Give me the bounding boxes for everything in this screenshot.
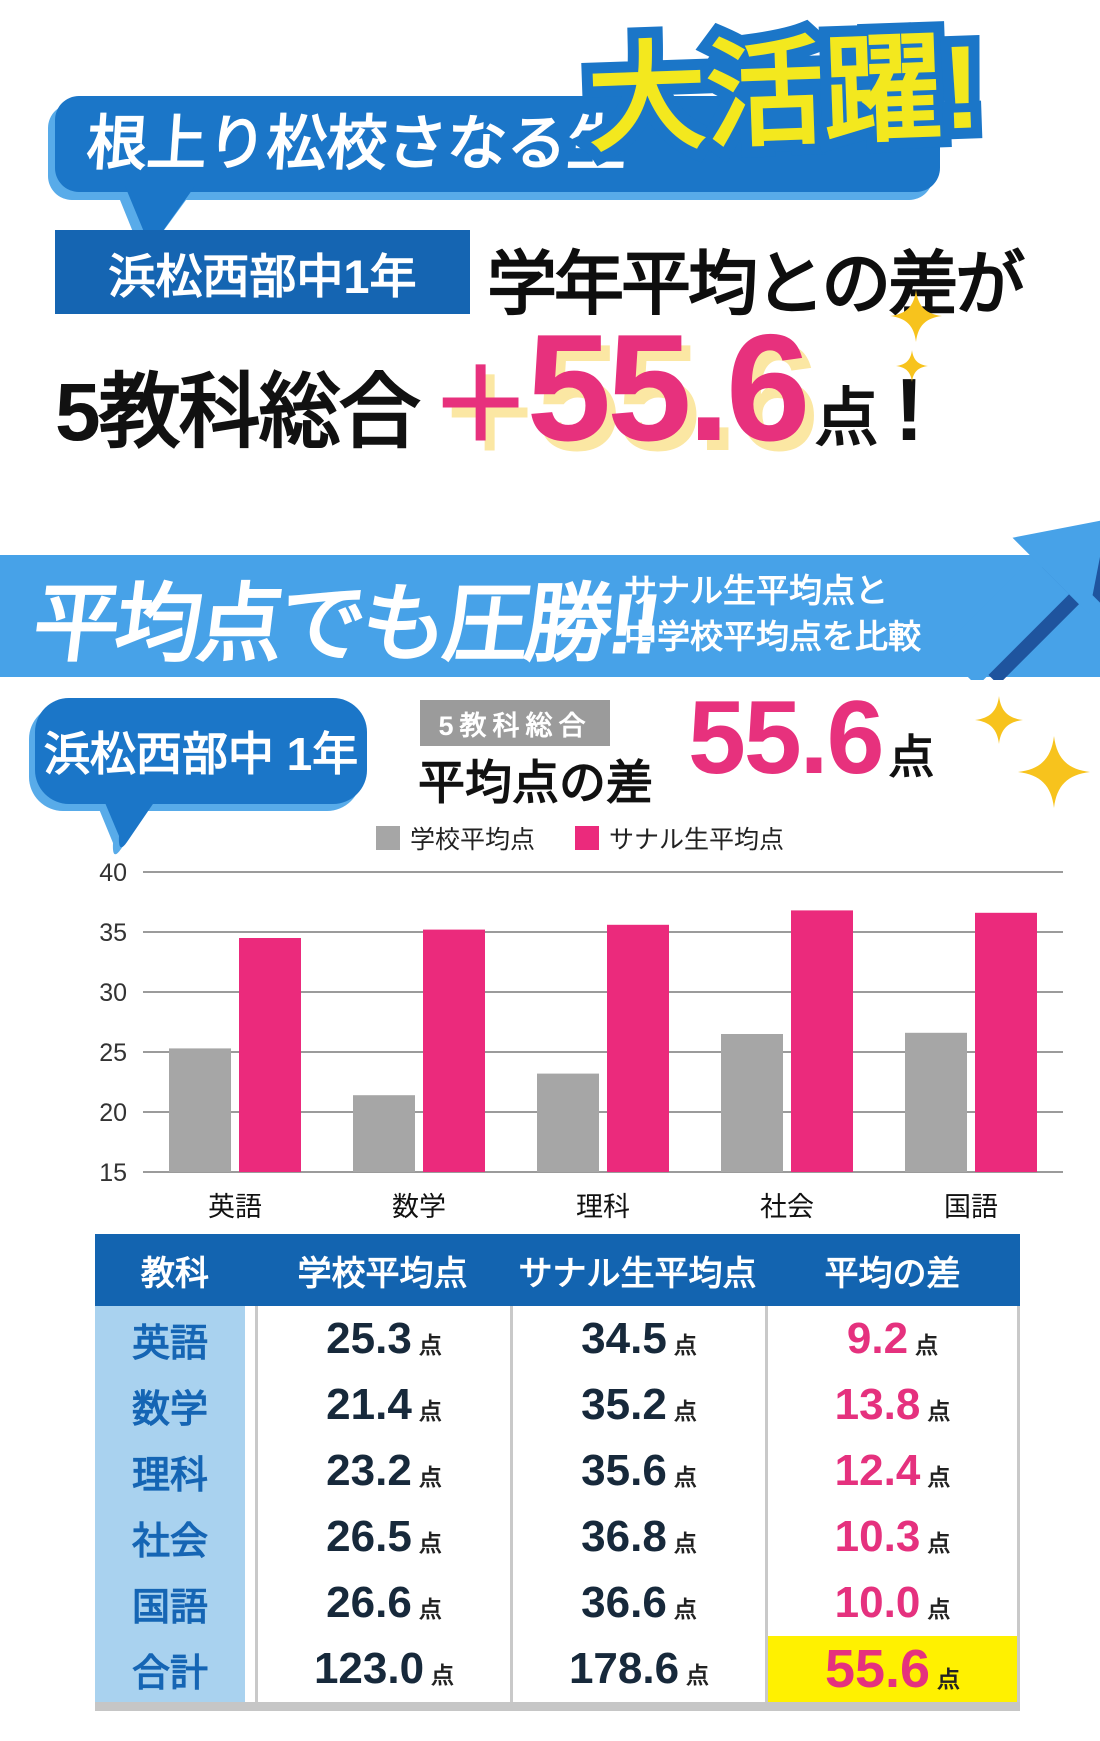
sparkle-icon [896,350,928,382]
table-cell-sanaru: 36.8 点 [510,1504,765,1570]
legend-label: 学校平均点 [409,826,535,854]
table-cell-diff: 12.4 点 [765,1438,1020,1504]
table-cell-diff: 55.6 点 [765,1636,1020,1702]
banner-subtitle-line2: 中学校平均点を比較 [624,618,921,655]
svg-text:英語: 英語 [208,1192,262,1222]
hero-highlight-fill: 大活躍! [585,21,984,167]
table-cell-subject: 国語 [95,1570,245,1636]
svg-text:数学: 数学 [392,1192,446,1222]
legend-item: サナル生平均点 [575,820,784,856]
table-cell-sanaru: 34.5 点 [510,1306,765,1372]
table-cell-school: 26.5 点 [255,1504,510,1570]
table-cell-sanaru: 36.6 点 [510,1570,765,1636]
svg-text:理科: 理科 [576,1192,630,1222]
svg-text:25: 25 [99,1039,127,1067]
sparkle-icon [975,696,1023,744]
hero-school-tag: 浜松西部中1年 [55,230,470,314]
table-cell-subject: 合計 [95,1636,245,1702]
table-header-subject: 教科 [141,1254,209,1293]
hero-headline: 学年平均との差が [487,245,1025,323]
table-cell-sanaru: 178.6 点 [510,1636,765,1702]
summary-score-unit: 点 [888,731,935,783]
table-row: 理科 23.2 点 35.6 点 12.4 点 [95,1438,1020,1504]
table-cell-diff: 9.2 点 [765,1306,1020,1372]
table-cell-school: 25.3 点 [255,1306,510,1372]
legend-label: サナル生平均点 [609,826,785,854]
hero-score-unit: 点 [814,382,879,454]
table-header-row: 教科 学校平均点 サナル生平均点 平均の差 [95,1234,1020,1306]
table-header-sanaru: サナル生平均点 [518,1254,757,1293]
table-body: 英語 25.3 点 34.5 点 9.2 点数学 21.4 点 35.2 点 13.8 点理科 23.2 点… [95,1306,1020,1702]
svg-text:40: 40 [99,859,127,887]
sparkle-icon [1018,736,1090,808]
summary-diff-label: 平均点の差 [418,756,653,809]
speech-bubble-tail-icon [120,186,195,259]
svg-text:15: 15 [99,1159,127,1187]
table-cell-diff: 13.8 点 [765,1372,1020,1438]
summary-score-number: 55.6 [688,680,884,796]
table-cell-subject: 社会 [95,1504,245,1570]
banner-subtitle-line1: サナル生平均点と [624,572,888,609]
table-row: 英語 25.3 点 34.5 点 9.2 点 [95,1306,1020,1372]
hero-highlight: 大活躍! 大活躍! [575,10,995,178]
table-cell-school: 23.2 点 [255,1438,510,1504]
legend-swatch [375,826,400,850]
table-cell-subject: 数学 [95,1372,245,1438]
table-row: 合計 123.0 点 178.6 点 55.6 点 [95,1636,1020,1702]
banner-title: 平均点でも圧勝!! [28,576,664,673]
legend-item: 学校平均点 [375,820,535,856]
hero-score-value: ＋55.6 [430,312,811,464]
table-row: 数学 21.4 点 35.2 点 13.8 点 [95,1372,1020,1438]
table-cell-subject: 英語 [95,1306,245,1372]
chart-legend: 学校平均点 サナル生平均点 [85,820,1075,856]
bar-chart: 15 20 25 30 35 40 英語 数学 理科 社会 国語 [99,859,1063,1222]
summary-score: 55.6 点 [688,686,934,790]
hero-score-number: 55.6 [526,303,811,473]
hero-subject-label: 5教科総合 [55,367,421,458]
table-cell-school: 21.4 点 [255,1372,510,1438]
speech-bubble-tail-icon [99,798,157,855]
svg-text:30: 30 [99,979,127,1007]
table-cell-subject: 理科 [95,1438,245,1504]
hero-speech-bubble: 根上り松校さなる生 [55,96,940,192]
table-cell-school: 123.0 点 [255,1636,510,1702]
plus-sign: ＋ [430,350,531,462]
table-cell-sanaru: 35.2 点 [510,1372,765,1438]
table-header-school: 学校平均点 [297,1254,468,1293]
victory-banner: 平均点でも圧勝!! サナル生平均点と 中学校平均点を比較 [0,555,1100,677]
sparkle-icon [890,290,942,342]
svg-text:35: 35 [99,919,127,947]
svg-text:社会: 社会 [760,1192,814,1222]
summary-school-tag: 浜松西部中 1年 [35,698,367,804]
summary-category-badge: 5教科総合 [420,700,610,746]
score-table: 教科 学校平均点 サナル生平均点 平均の差 英語 25.3 点 34.5 点 9.2 点数学… [95,1234,1020,1711]
up-right-arrow-icon [940,517,1100,680]
table-header-diff: 平均の差 [824,1254,961,1293]
legend-swatch [575,826,599,850]
hero-bubble-label: 根上り松校さなる生 [84,110,630,177]
banner-subtitle: サナル生平均点と 中学校平均点を比較 [624,568,921,660]
table-cell-school: 26.6 点 [255,1570,510,1636]
table-cell-sanaru: 35.6 点 [510,1438,765,1504]
table-row: 社会 26.5 点 36.8 点 10.3 点 [95,1504,1020,1570]
table-cell-diff: 10.3 点 [765,1504,1020,1570]
table-row: 国語 26.6 点 36.6 点 10.0 点 [95,1570,1020,1636]
hero-score-line: 5教科総合 ＋55.6 点 ! [55,312,924,464]
table-cell-diff: 10.0 点 [765,1570,1020,1636]
hero-score-bang: ! [894,360,924,459]
svg-text:国語: 国語 [944,1192,998,1222]
svg-text:20: 20 [99,1099,127,1127]
